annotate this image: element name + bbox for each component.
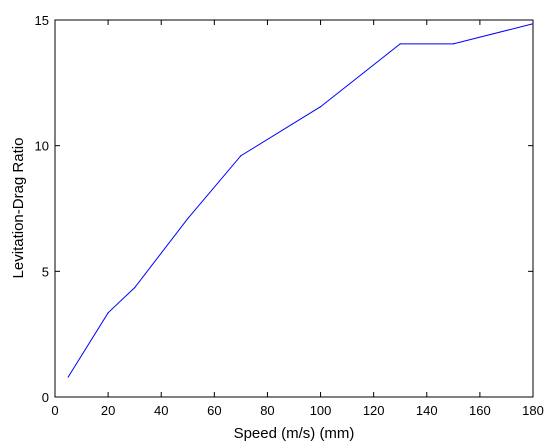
x-tick-label-6: 120 <box>363 403 385 418</box>
x-axis-label: Speed (m/s) (mm) <box>234 425 355 442</box>
x-tick-label-2: 40 <box>154 403 168 418</box>
y-tick-label-2: 10 <box>35 139 49 154</box>
axis-ticks <box>54 19 534 398</box>
data-point-0-1 <box>107 312 109 314</box>
plot-area <box>54 19 534 398</box>
x-tick-label-8: 160 <box>469 403 491 418</box>
y-tick-label-3: 15 <box>35 13 49 28</box>
x-tick-label-1: 20 <box>101 403 115 418</box>
y-tick-label-0: 0 <box>42 390 49 405</box>
x-tick-label-3: 60 <box>207 403 221 418</box>
data-point-0-4 <box>240 155 242 157</box>
data-point-0-2 <box>134 287 136 289</box>
x-tick-label-5: 100 <box>310 403 332 418</box>
x-tick-label-7: 140 <box>416 403 438 418</box>
series-group <box>67 23 534 378</box>
y-tick-label-1: 5 <box>42 264 49 279</box>
x-tick-label-4: 80 <box>260 403 274 418</box>
data-point-0-0 <box>67 376 69 378</box>
axis-tick-labels: 0 20 40 60 80 100 120 140 160 180 0 5 10 15 <box>35 13 544 418</box>
data-point-0-7 <box>452 43 454 45</box>
data-point-0-5 <box>319 106 322 108</box>
data-point-0-3 <box>187 217 189 220</box>
data-point-0-8 <box>532 23 534 25</box>
y-axis-label: Levitation-Drag Ratio <box>10 138 27 279</box>
data-point-0-6 <box>399 43 401 45</box>
x-tick-label-9: 180 <box>522 403 544 418</box>
x-tick-label-0: 0 <box>51 403 58 418</box>
